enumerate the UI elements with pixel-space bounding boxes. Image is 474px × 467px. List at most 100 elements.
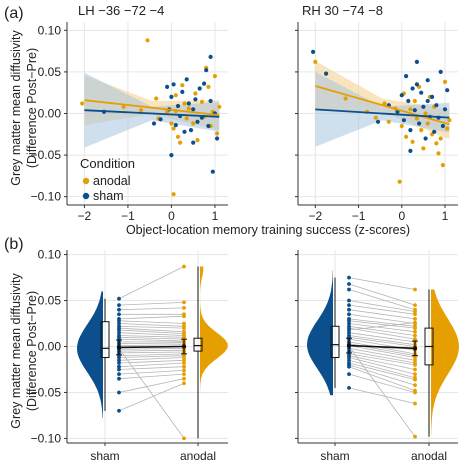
- point-sham: [417, 121, 422, 126]
- point-sham: [215, 136, 220, 141]
- point-anodal: [169, 121, 174, 126]
- point-sham: [401, 118, 406, 123]
- point-sham: [419, 90, 424, 95]
- paired-line: [118, 302, 185, 306]
- point-sham: [311, 49, 316, 55]
- point-sham: [347, 355, 351, 360]
- point-anodal: [436, 151, 441, 156]
- point-sham: [347, 275, 351, 280]
- point-sham: [169, 153, 174, 158]
- point-anodal: [182, 381, 186, 386]
- paired-line: [118, 332, 185, 336]
- fit-line-anodal: [315, 85, 450, 126]
- mean-point-anodal: [412, 346, 418, 351]
- panel-a-left-plot: −2 −1 0 1 −0.10 −0.05 0.00 0.05 0.10: [31, 22, 228, 223]
- paired-line: [118, 348, 185, 439]
- paired-line: [348, 373, 416, 393]
- x-tick-label: −1: [352, 209, 366, 223]
- point-anodal: [154, 96, 159, 101]
- point-sham: [188, 128, 194, 133]
- y-tick-label: 0.05: [38, 65, 62, 79]
- point-sham: [197, 86, 202, 91]
- paired-line: [118, 329, 185, 334]
- confidence-band-sham: [84, 72, 220, 148]
- paired-line: [118, 266, 185, 300]
- point-anodal: [145, 38, 150, 43]
- y-tick-label: −0.10: [31, 431, 62, 445]
- point-sham: [347, 312, 351, 317]
- paired-line: [348, 364, 416, 386]
- point-sham: [117, 355, 121, 360]
- point-sham: [347, 321, 351, 326]
- paired-line: [118, 382, 185, 412]
- point-sham: [408, 148, 413, 153]
- legend: Condition anodal sham: [80, 156, 135, 203]
- point-sham: [375, 119, 381, 124]
- y-tick-label: 0.10: [38, 248, 62, 262]
- paired-line: [348, 283, 416, 306]
- paired-line: [348, 355, 416, 370]
- x-tick-label-sham: sham: [90, 449, 119, 463]
- point-anodal: [413, 287, 417, 292]
- box-sham: [100, 321, 110, 359]
- point-sham: [324, 71, 329, 76]
- point-sham: [191, 140, 196, 145]
- point-sham: [173, 123, 178, 128]
- point-anodal: [413, 317, 417, 321]
- point-sham: [117, 408, 121, 413]
- point-sham: [421, 104, 426, 109]
- point-anodal: [215, 131, 220, 136]
- point-anodal: [386, 119, 391, 124]
- point-sham: [410, 86, 415, 91]
- point-sham: [191, 107, 196, 112]
- y-tick-label: −0.10: [31, 190, 62, 204]
- panel-b-right-plot: sham anodal: [295, 250, 459, 463]
- y-axis-label-b: Grey matter mean diffusivity (Difference…: [9, 273, 39, 429]
- point-sham: [117, 372, 121, 376]
- paired-line: [348, 353, 416, 366]
- point-sham: [442, 107, 448, 112]
- point-sham: [347, 364, 351, 369]
- point-sham: [347, 372, 351, 376]
- point-anodal: [421, 146, 426, 151]
- point-anodal: [184, 116, 189, 121]
- point-sham: [117, 303, 121, 307]
- point-anodal: [413, 309, 417, 314]
- point-anodal: [425, 121, 430, 126]
- point-sham: [117, 358, 121, 363]
- violin-sham: [77, 291, 103, 419]
- panel-b-left-plot: −0.10 −0.05 0.00 0.05 0.10 sham anodal: [31, 248, 228, 463]
- x-tick-label: −2: [78, 209, 92, 223]
- point-sham: [117, 307, 121, 312]
- point-anodal: [434, 141, 439, 146]
- point-sham: [347, 282, 351, 286]
- y-tick-label: 0.00: [38, 107, 62, 121]
- point-sham: [193, 97, 198, 102]
- point-anodal: [171, 126, 176, 131]
- mean-line: [118, 345, 185, 349]
- legend-title: Condition: [80, 156, 135, 171]
- point-anodal: [442, 79, 448, 84]
- paired-line: [118, 338, 185, 342]
- paired-line: [118, 307, 185, 311]
- point-sham: [208, 98, 213, 104]
- point-sham: [206, 123, 211, 129]
- point-anodal: [408, 107, 413, 112]
- point-sham: [425, 98, 430, 104]
- paired-line: [118, 325, 185, 329]
- point-sham: [414, 59, 419, 64]
- point-sham: [158, 117, 163, 122]
- point-anodal: [138, 108, 144, 113]
- paired-line: [348, 322, 416, 331]
- point-anodal: [182, 314, 186, 319]
- point-sham: [117, 318, 121, 323]
- paired-line: [118, 323, 185, 327]
- paired-line: [348, 347, 416, 361]
- point-anodal: [121, 104, 126, 109]
- point-sham: [169, 94, 174, 99]
- point-anodal: [382, 101, 387, 106]
- point-anodal: [182, 306, 186, 310]
- point-sham: [440, 123, 445, 129]
- point-anodal: [399, 123, 404, 129]
- point-sham: [165, 84, 170, 89]
